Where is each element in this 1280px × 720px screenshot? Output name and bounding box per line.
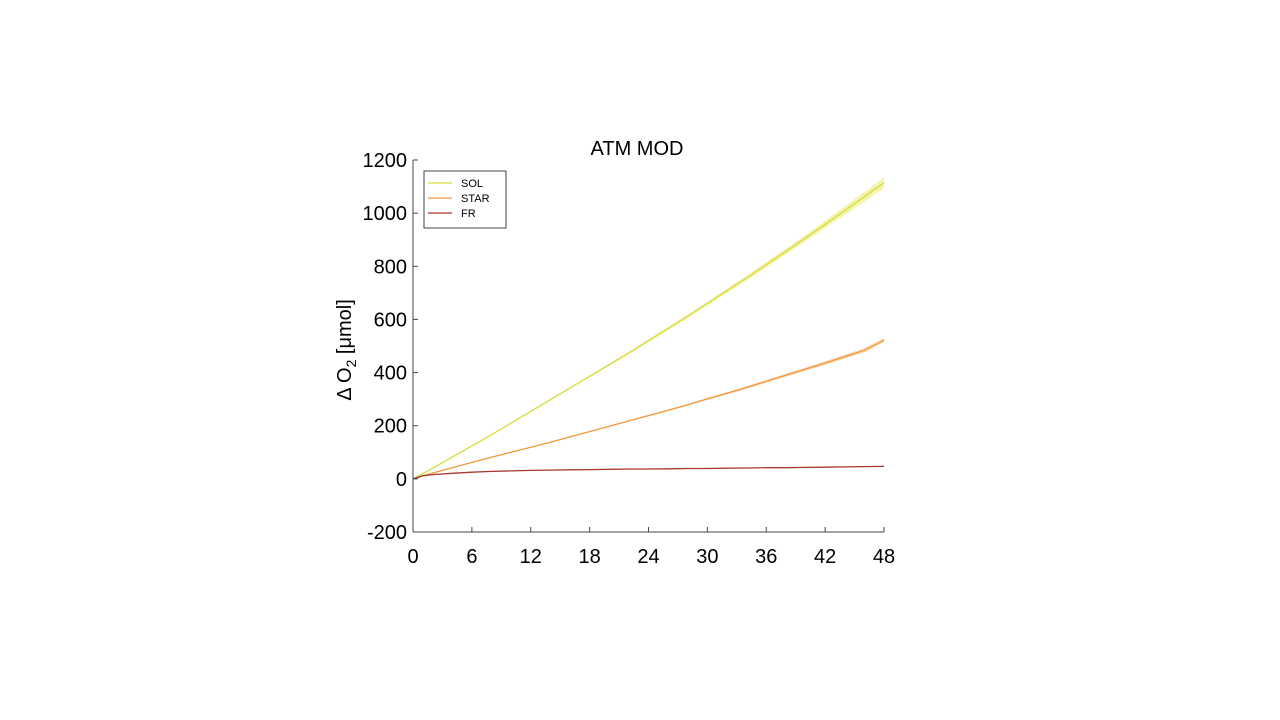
y-axis-label: Δ O2 [μmol] bbox=[334, 299, 359, 401]
x-ticks: 0 6 12 18 24 30 36 42 48 bbox=[407, 527, 895, 568]
legend-label-fr: FR bbox=[461, 208, 476, 220]
x-tick-label: 36 bbox=[755, 546, 777, 568]
series-band-star bbox=[413, 338, 884, 479]
y-tick-label: -200 bbox=[367, 522, 407, 544]
legend: SOL STAR FR bbox=[423, 170, 507, 229]
x-tick-label: 48 bbox=[873, 546, 895, 568]
y-tick-label: 600 bbox=[374, 309, 407, 331]
x-tick-label: 24 bbox=[637, 546, 659, 568]
y-tick-label: 1000 bbox=[363, 203, 408, 225]
y-tick-label: 1200 bbox=[363, 150, 408, 172]
x-tick-label: 42 bbox=[814, 546, 836, 568]
legend-box bbox=[423, 170, 507, 229]
x-tick-label: 18 bbox=[579, 546, 601, 568]
x-tick-label: 6 bbox=[466, 546, 477, 568]
legend-label-sol: SOL bbox=[461, 178, 483, 190]
x-tick-label: 12 bbox=[520, 546, 542, 568]
y-tick-label: 200 bbox=[374, 416, 407, 438]
y-label-unit: [μmol] bbox=[334, 299, 356, 359]
x-tick-label: 30 bbox=[696, 546, 718, 568]
y-tick-label: 400 bbox=[374, 363, 407, 385]
y-label-subscript: 2 bbox=[343, 359, 359, 367]
legend-items: SOL STAR FR bbox=[428, 178, 490, 220]
chart-title: ATM MOD bbox=[591, 138, 684, 160]
y-tick-label: 0 bbox=[396, 469, 407, 491]
x-tick-label: 0 bbox=[407, 546, 418, 568]
series-line-star bbox=[412, 339, 885, 480]
series-lines bbox=[412, 182, 885, 480]
y-label-prefix: Δ O bbox=[334, 367, 356, 400]
series-line-sol bbox=[412, 182, 885, 480]
series-band-fr bbox=[413, 466, 884, 479]
y-tick-label: 800 bbox=[374, 256, 407, 278]
legend-label-star: STAR bbox=[461, 193, 490, 205]
y-ticks: -200 0 200 400 600 800 1000 1200 bbox=[363, 150, 418, 544]
series-line-fr bbox=[412, 465, 885, 480]
